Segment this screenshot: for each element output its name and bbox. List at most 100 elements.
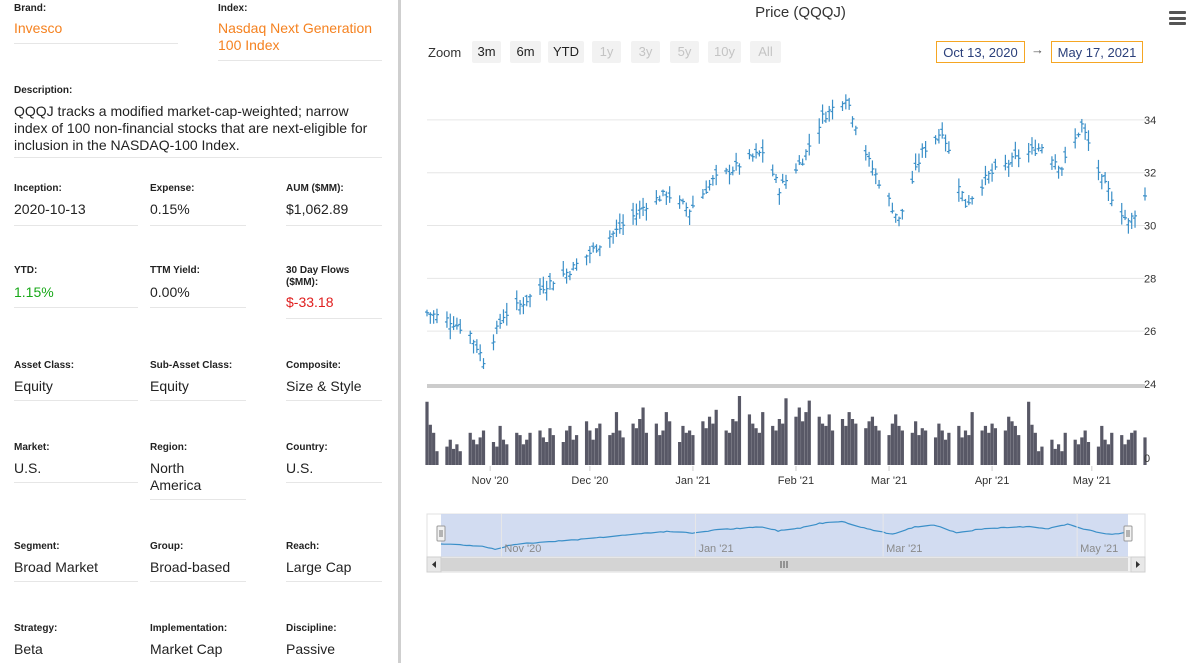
volume-bar <box>455 444 459 465</box>
volume-bar <box>481 430 486 465</box>
zoom-6m-button[interactable]: 6m <box>510 41 541 63</box>
volume-bar <box>820 423 825 465</box>
volume-bar <box>498 425 502 465</box>
volume-bar <box>654 423 658 465</box>
volume-bar <box>1080 437 1084 465</box>
volume-bar <box>1133 430 1137 465</box>
volume-bar <box>561 442 565 465</box>
zoom-all-button[interactable]: All <box>750 41 781 63</box>
volume-bar <box>1063 432 1067 465</box>
field-value: U.S. <box>14 460 42 476</box>
field-strategy: Strategy: Beta <box>14 623 138 663</box>
volume-bar <box>990 423 994 465</box>
navigator-left-handle[interactable] <box>436 525 446 542</box>
volume-axis-label: 0 <box>1144 453 1150 465</box>
hamburger-menu-icon[interactable] <box>1169 11 1186 25</box>
field-value: 0.15% <box>150 201 190 217</box>
price-chart[interactable]: 24 26 28 30 32 34 0 Nov '20 Dec '20 Jan '21 Feb '2… <box>401 0 1200 663</box>
volume-bar <box>641 407 645 465</box>
y-tick-label: 30 <box>1144 221 1156 233</box>
x-tick-label: Jan '21 <box>675 475 710 487</box>
volume-bar <box>678 442 682 465</box>
zoom-3y-button[interactable]: 3y <box>631 41 660 63</box>
field-value: $-33.18 <box>286 294 334 310</box>
volume-bar <box>1013 425 1017 465</box>
volume-bar <box>1030 424 1034 465</box>
panel-divider[interactable] <box>398 0 401 663</box>
zoom-3m-button[interactable]: 3m <box>472 41 501 63</box>
volume-bar <box>471 439 476 465</box>
volume-bar <box>920 428 924 465</box>
volume-bar <box>1017 435 1021 465</box>
volume-bar <box>445 446 449 465</box>
field-ytd: YTD: 1.15% <box>14 265 138 308</box>
volume-bar <box>644 432 648 465</box>
field-value: Beta <box>14 641 43 657</box>
volume-bar <box>1110 432 1114 465</box>
y-tick-label: 34 <box>1144 115 1156 127</box>
volume-bar <box>478 437 482 465</box>
volume-bar <box>551 435 555 465</box>
volume-bar <box>1130 432 1134 465</box>
volume-bar <box>495 446 499 465</box>
volume-bar <box>704 428 708 465</box>
field-ttm-yield: TTM Yield: 0.00% <box>150 265 246 308</box>
volume-bar <box>737 396 742 465</box>
date-to-input[interactable]: May 17, 2021 <box>1051 41 1143 63</box>
field-label: Implementation: <box>150 623 228 634</box>
x-tick-label: Dec '20 <box>571 475 608 487</box>
volume-bar <box>1076 444 1081 465</box>
volume-bar <box>491 442 496 465</box>
volume-bar <box>518 435 522 465</box>
y-tick-label: 24 <box>1144 379 1156 391</box>
volume-bar <box>784 398 788 465</box>
volume-bar <box>980 430 984 465</box>
volume-bar <box>757 432 762 465</box>
field-implementation: Implementation: Market Cap <box>150 623 246 663</box>
field-value[interactable]: Nasdaq Next Generation 100 Index <box>218 20 373 53</box>
zoom-10y-button[interactable]: 10y <box>708 41 741 63</box>
field-label: Brand: <box>14 3 47 14</box>
volume-bar <box>887 435 891 465</box>
volume-bar <box>1033 432 1037 465</box>
volume-bar <box>751 423 755 465</box>
field-label: Market: <box>14 442 50 453</box>
volume-bar <box>900 430 904 465</box>
volume-bar <box>1007 416 1011 465</box>
volume-bar <box>634 428 639 465</box>
field-value: U.S. <box>286 460 314 476</box>
volume-bar <box>521 444 525 465</box>
x-tick-label: Mar '21 <box>871 475 907 487</box>
volume-bar <box>658 435 662 465</box>
volume-bar <box>545 442 549 465</box>
zoom-5y-button[interactable]: 5y <box>670 41 699 63</box>
navigator-series-line <box>440 520 1129 551</box>
date-from-input[interactable]: Oct 13, 2020 <box>936 41 1025 63</box>
volume-bar <box>817 416 821 465</box>
volume-bar <box>428 424 432 465</box>
field-value[interactable]: Invesco <box>14 20 63 36</box>
volume-bar <box>867 421 871 465</box>
chart-title: Price (QQQJ) <box>755 4 846 21</box>
volume-bar <box>960 437 964 465</box>
field-label: Composite: <box>286 360 341 371</box>
y-tick-label: 32 <box>1144 168 1156 180</box>
zoom-1y-button[interactable]: 1y <box>592 41 621 63</box>
volume-bar <box>568 425 572 465</box>
volume-bar <box>501 439 506 465</box>
navigator-right-handle[interactable] <box>1123 525 1133 542</box>
volume-bar <box>761 412 765 465</box>
volume-bar <box>890 423 894 465</box>
field-expense: Expense: 0.15% <box>150 183 246 226</box>
field-value: Size & Style <box>286 378 362 394</box>
volume-bar <box>874 425 878 465</box>
field-label: Reach: <box>286 541 320 552</box>
volume-bar <box>983 425 988 465</box>
field-composite: Composite: Size & Style <box>286 360 382 401</box>
zoom-ytd-button[interactable]: YTD <box>548 41 584 63</box>
volume-bar <box>794 416 798 465</box>
field-brand: Brand: Invesco <box>14 3 178 44</box>
volume-bar <box>1073 439 1077 465</box>
volume-bar <box>475 444 479 465</box>
volume-bar <box>830 430 835 465</box>
